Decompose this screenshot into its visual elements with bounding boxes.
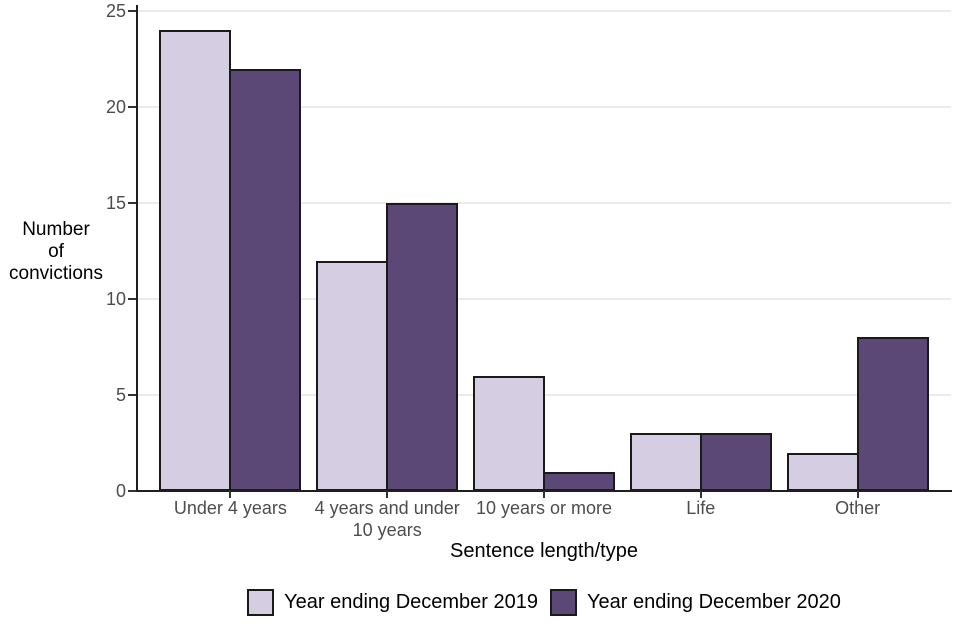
legend-item-2019: Year ending December 2019 — [247, 589, 538, 616]
x-axis-tick-label: 4 years and under 10 years — [314, 498, 460, 540]
y-axis-tick — [128, 202, 136, 204]
gridline — [137, 106, 951, 108]
y-axis-tick — [128, 106, 136, 108]
x-axis-tick-label: 10 years or more — [475, 498, 613, 518]
y-axis-tick-label: 0 — [115, 481, 126, 501]
x-axis-tick-label: Under 4 years — [173, 498, 287, 518]
y-axis-tick — [128, 490, 136, 492]
legend-label-2019: Year ending December 2019 — [284, 591, 538, 613]
x-axis-tick-label: Life — [686, 498, 716, 518]
x-axis-tick-label: Other — [835, 498, 881, 518]
y-axis-tick — [128, 394, 136, 396]
x-axis-title: Sentence length/type — [450, 540, 638, 562]
y-axis-tick-label: 20 — [105, 97, 126, 117]
bar-series2 — [699, 433, 772, 491]
y-axis-tick-label: 5 — [115, 385, 126, 405]
legend-item-2020: Year ending December 2020 — [550, 589, 841, 616]
gridline — [137, 10, 951, 12]
y-axis-title: Number of convictions — [0, 219, 112, 285]
legend-label-2020: Year ending December 2020 — [587, 591, 841, 613]
bar-series1 — [316, 260, 389, 491]
x-axis-tick — [856, 491, 859, 498]
x-axis-tick — [543, 491, 545, 498]
legend-swatch-2020 — [550, 589, 577, 616]
x-axis-tick — [699, 491, 702, 498]
y-axis-title-line: convictions — [9, 263, 103, 284]
bar-series2 — [856, 337, 929, 491]
bar-series1 — [159, 30, 232, 491]
y-axis-tick-label: 15 — [105, 193, 126, 213]
bar-series2 — [386, 203, 459, 491]
legend-swatch-2019 — [247, 589, 275, 616]
gridline — [137, 298, 951, 300]
y-axis-tick-label: 25 — [105, 1, 126, 21]
x-axis-tick — [386, 491, 389, 498]
gridline — [137, 202, 951, 204]
bar-series1 — [473, 375, 545, 491]
y-axis-title-line: of — [48, 241, 64, 262]
legend: Year ending December 2019 Year ending De… — [137, 589, 951, 616]
bar-series2 — [543, 471, 615, 491]
bar-series2 — [229, 68, 302, 491]
y-axis-line — [136, 5, 138, 492]
bar-series1 — [629, 433, 702, 491]
x-axis-tick — [229, 491, 232, 498]
y-axis-tick — [128, 298, 136, 300]
bar-series1 — [786, 452, 859, 491]
y-axis-tick — [128, 10, 136, 12]
y-axis-tick-label: 10 — [105, 289, 126, 309]
y-axis-title-line: Number — [22, 219, 90, 240]
